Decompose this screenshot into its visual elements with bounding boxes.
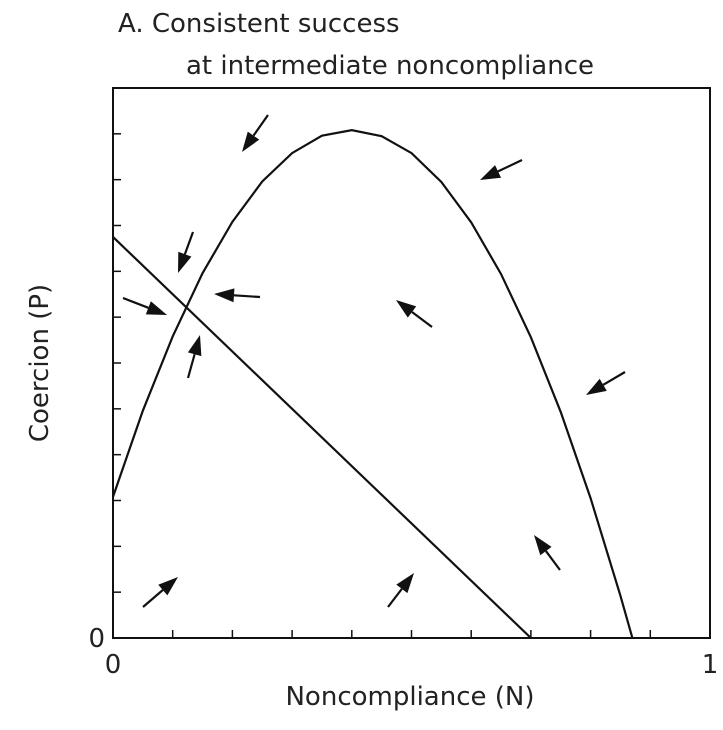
arrow-shaft <box>602 371 626 386</box>
arrow <box>396 300 433 328</box>
y-tick-label: 0 <box>88 624 105 654</box>
arrow-shaft <box>411 311 433 328</box>
arrow-head <box>396 300 417 318</box>
arrow-head <box>145 301 167 315</box>
arrow <box>586 371 626 395</box>
arrow-shaft <box>252 114 269 137</box>
curve <box>112 236 532 639</box>
y-axis-label: Coercion (P) <box>25 284 55 442</box>
chart-title: at intermediate noncompliance <box>186 51 594 81</box>
arrow-shaft <box>545 550 561 571</box>
arrow <box>142 577 178 608</box>
arrow-shaft <box>122 296 149 309</box>
flow-arrows <box>122 114 626 608</box>
arrow-shaft <box>186 353 196 379</box>
arrow-head <box>187 335 202 357</box>
plot-frame <box>112 87 711 639</box>
arrow <box>242 114 269 152</box>
arrow-head <box>480 165 502 180</box>
x-tick-label: 1 <box>702 650 719 680</box>
arrow-shaft <box>497 159 523 173</box>
arrow <box>480 159 523 180</box>
arrow-head <box>242 131 260 152</box>
x-tick-label: 0 <box>105 650 122 680</box>
arrow-head <box>214 288 235 303</box>
arrow-shaft <box>142 589 164 608</box>
arrow-head <box>586 378 607 395</box>
arrow <box>186 335 202 379</box>
arrow-head <box>178 251 192 273</box>
arrow <box>387 573 414 608</box>
arrow <box>122 296 167 315</box>
arrow-shaft <box>387 588 403 608</box>
curve <box>111 129 634 639</box>
chart-title: A. Consistent success <box>118 9 400 39</box>
arrow-head <box>158 577 178 596</box>
arrow <box>534 535 561 571</box>
x-axis-label: Noncompliance (N) <box>285 682 534 712</box>
arrow <box>178 231 195 273</box>
arrow-head <box>534 535 552 556</box>
arrow <box>214 288 261 303</box>
arrow-shaft <box>183 231 195 255</box>
arrow-shaft <box>233 294 261 299</box>
arrow-head <box>396 573 414 594</box>
